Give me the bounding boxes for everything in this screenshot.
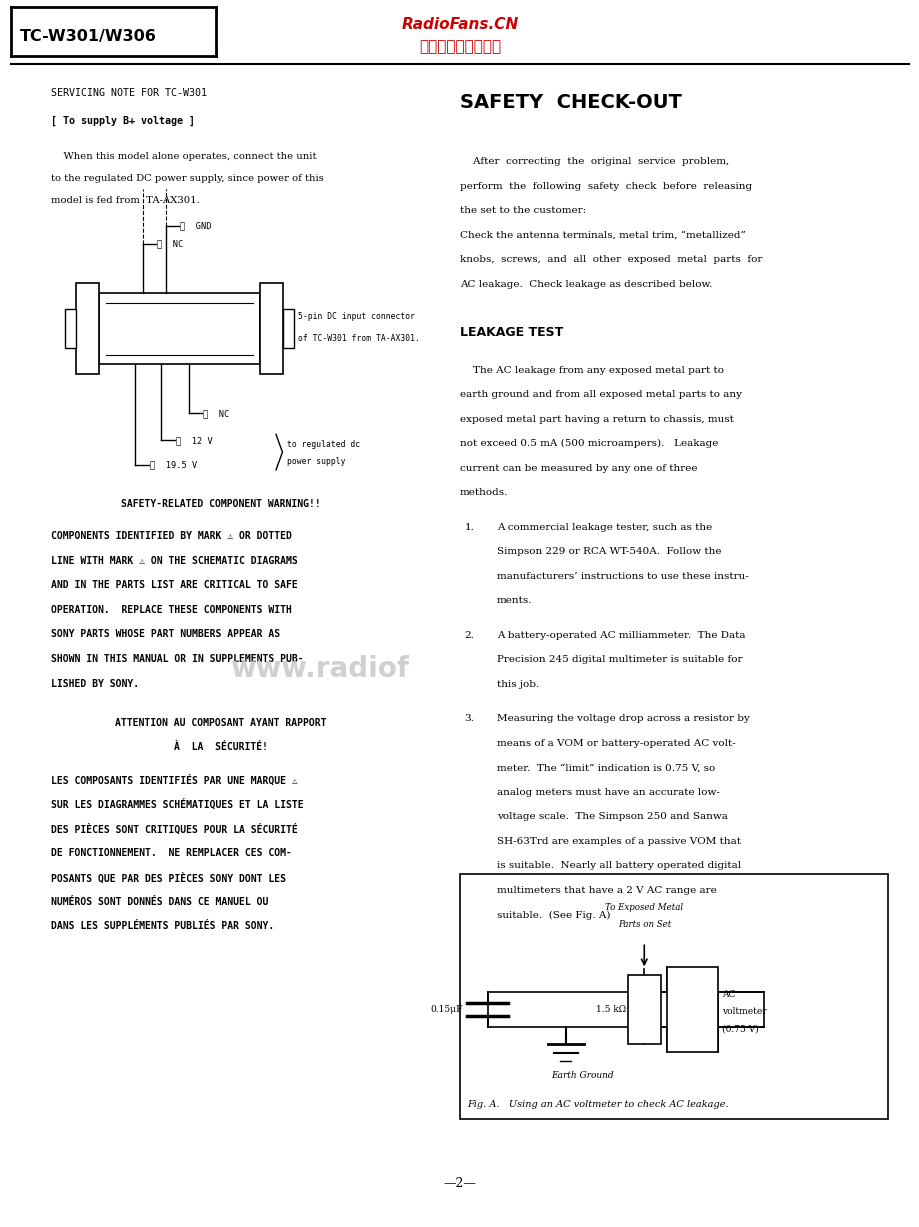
Text: exposed metal part having a return to chassis, must: exposed metal part having a return to ch… (460, 415, 733, 423)
Text: is suitable.  Nearly all battery operated digital: is suitable. Nearly all battery operated… (496, 861, 740, 870)
Text: SHOWN IN THIS MANUAL OR IN SUPPLEMENTS PUB-: SHOWN IN THIS MANUAL OR IN SUPPLEMENTS P… (51, 654, 303, 664)
Text: Earth Ground: Earth Ground (550, 1071, 613, 1080)
Text: meter.  The “limit” indication is 0.75 V, so: meter. The “limit” indication is 0.75 V,… (496, 763, 714, 772)
Text: SUR LES DIAGRAMMES SCHÉMATIQUES ET LA LISTE: SUR LES DIAGRAMMES SCHÉMATIQUES ET LA LI… (51, 799, 303, 810)
Text: Measuring the voltage drop across a resistor by: Measuring the voltage drop across a resi… (496, 714, 749, 723)
Text: model is fed from  TA-AX301.: model is fed from TA-AX301. (51, 196, 199, 205)
Text: Check the antenna terminals, metal trim, “metallized”: Check the antenna terminals, metal trim,… (460, 231, 745, 239)
Text: SH-63Trd are examples of a passive VOM that: SH-63Trd are examples of a passive VOM t… (496, 837, 740, 845)
Bar (99, 293, 260, 364)
Text: Fig. A.   Using an AC voltmeter to check AC leakage.: Fig. A. Using an AC voltmeter to check A… (467, 1101, 728, 1109)
Text: To Exposed Metal: To Exposed Metal (605, 903, 683, 912)
Text: Precision 245 digital multimeter is suitable for: Precision 245 digital multimeter is suit… (496, 655, 742, 664)
Text: (0.75 V): (0.75 V) (721, 1025, 758, 1033)
Text: LINE WITH MARK ⚠ ON THE SCHEMATIC DIAGRAMS: LINE WITH MARK ⚠ ON THE SCHEMATIC DIAGRA… (51, 556, 297, 566)
Text: —2—: —2— (443, 1177, 476, 1190)
Text: 1.: 1. (464, 523, 474, 531)
Text: When this model alone operates, connect the unit: When this model alone operates, connect … (51, 152, 316, 161)
Text: 0.15μF: 0.15μF (430, 1005, 462, 1014)
Text: ④  12 V: ④ 12 V (176, 436, 212, 445)
Text: TC-W301/W306: TC-W301/W306 (20, 29, 157, 44)
Text: power supply: power supply (287, 458, 346, 466)
Text: not exceed 0.5 mA (500 microampers).   Leakage: not exceed 0.5 mA (500 microampers). Lea… (460, 439, 718, 448)
Text: OPERATION.  REPLACE THESE COMPONENTS WITH: OPERATION. REPLACE THESE COMPONENTS WITH (51, 605, 291, 615)
Text: POSANTS QUE PAR DES PIÈCES SONY DONT LES: POSANTS QUE PAR DES PIÈCES SONY DONT LES (51, 872, 285, 883)
Text: 收音机爱好者资料库: 收音机爱好者资料库 (418, 39, 501, 54)
Text: earth ground and from all exposed metal parts to any: earth ground and from all exposed metal … (460, 390, 742, 399)
Text: voltage scale.  The Simpson 250 and Sanwa: voltage scale. The Simpson 250 and Sanwa (496, 812, 727, 821)
Text: ⑥  19.5 V: ⑥ 19.5 V (150, 460, 197, 470)
Text: www.radiof: www.radiof (230, 655, 409, 682)
Text: LISHED BY SONY.: LISHED BY SONY. (51, 679, 139, 688)
Text: COMPONENTS IDENTIFIED BY MARK ⚠ OR DOTTED: COMPONENTS IDENTIFIED BY MARK ⚠ OR DOTTE… (51, 531, 291, 541)
Text: ①  NC: ① NC (203, 409, 230, 418)
Text: knobs,  screws,  and  all  other  exposed  metal  parts  for: knobs, screws, and all other exposed met… (460, 255, 762, 264)
Text: A commercial leakage tester, such as the: A commercial leakage tester, such as the (496, 523, 711, 531)
Text: means of a VOM or battery-operated AC volt-: means of a VOM or battery-operated AC vo… (496, 739, 735, 747)
Text: this job.: this job. (496, 680, 539, 688)
Text: [ To supply B+ voltage ]: [ To supply B+ voltage ] (51, 115, 195, 125)
Text: current can be measured by any one of three: current can be measured by any one of th… (460, 464, 697, 472)
Text: ⑤  GND: ⑤ GND (180, 221, 211, 231)
Text: After  correcting  the  original  service  problem,: After correcting the original service pr… (460, 157, 729, 166)
Text: SAFETY  CHECK-OUT: SAFETY CHECK-OUT (460, 93, 681, 112)
Text: AC: AC (721, 990, 735, 999)
Text: to regulated dc: to regulated dc (287, 440, 359, 449)
Text: 1.5 kΩ: 1.5 kΩ (596, 1005, 625, 1014)
Text: LES COMPOSANTS IDENTIFIÉS PAR UNE MARQUE ⚠: LES COMPOSANTS IDENTIFIÉS PAR UNE MARQUE… (51, 774, 297, 785)
Text: RadioFans.CN: RadioFans.CN (401, 17, 518, 32)
Text: A battery-operated AC milliammeter.  The Data: A battery-operated AC milliammeter. The … (496, 631, 744, 639)
Text: SONY PARTS WHOSE PART NUMBERS APPEAR AS: SONY PARTS WHOSE PART NUMBERS APPEAR AS (51, 629, 279, 639)
Text: DE FONCTIONNEMENT.  NE REMPLACER CES COM-: DE FONCTIONNEMENT. NE REMPLACER CES COM- (51, 848, 291, 858)
Text: ments.: ments. (496, 596, 532, 605)
Text: 5-pin DC input connector: 5-pin DC input connector (298, 312, 414, 321)
Bar (283, 309, 294, 348)
Text: NUMÉROS SONT DONNÉS DANS CE MANUEL OU: NUMÉROS SONT DONNÉS DANS CE MANUEL OU (51, 897, 267, 907)
Text: SERVICING NOTE FOR TC-W301: SERVICING NOTE FOR TC-W301 (51, 88, 207, 98)
Text: ATTENTION AU COMPOSANT AYANT RAPPORT: ATTENTION AU COMPOSANT AYANT RAPPORT (115, 718, 326, 728)
Bar (460, 874, 887, 1119)
Text: DES PIÈCES SONT CRITIQUES POUR LA SÉCURITÉ: DES PIÈCES SONT CRITIQUES POUR LA SÉCURI… (51, 823, 297, 834)
Text: to the regulated DC power supply, since power of this: to the regulated DC power supply, since … (51, 174, 323, 183)
Text: multimeters that have a 2 V AC range are: multimeters that have a 2 V AC range are (496, 886, 716, 894)
Bar (65, 309, 76, 348)
Text: The AC leakage from any exposed metal part to: The AC leakage from any exposed metal pa… (460, 366, 723, 374)
Text: Parts on Set: Parts on Set (617, 920, 670, 929)
Text: the set to the customer:: the set to the customer: (460, 206, 585, 215)
Text: methods.: methods. (460, 488, 508, 497)
Text: À  LA  SÉCURITÉ!: À LA SÉCURITÉ! (174, 742, 267, 752)
Text: voltmeter: voltmeter (721, 1007, 766, 1016)
Text: perform  the  following  safety  check  before  releasing: perform the following safety check befor… (460, 182, 752, 190)
Bar (666, 967, 717, 1053)
Text: Simpson 229 or RCA WT-540A.  Follow the: Simpson 229 or RCA WT-540A. Follow the (496, 547, 720, 556)
Text: manufacturers’ instructions to use these instru-: manufacturers’ instructions to use these… (496, 572, 748, 580)
Bar (259, 283, 283, 374)
Text: 3.: 3. (464, 714, 474, 723)
Text: analog meters must have an accurate low-: analog meters must have an accurate low- (496, 788, 719, 796)
Text: ③  NC: ③ NC (157, 239, 184, 249)
Bar (627, 975, 660, 1044)
Text: of TC-W301 from TA-AX301.: of TC-W301 from TA-AX301. (298, 334, 419, 344)
Text: suitable.  (See Fig. A): suitable. (See Fig. A) (496, 910, 609, 919)
Text: DANS LES SUPPLÉMENTS PUBLIÉS PAR SONY.: DANS LES SUPPLÉMENTS PUBLIÉS PAR SONY. (51, 921, 274, 931)
Text: AC leakage.  Check leakage as described below.: AC leakage. Check leakage as described b… (460, 280, 711, 288)
Text: AND IN THE PARTS LIST ARE CRITICAL TO SAFE: AND IN THE PARTS LIST ARE CRITICAL TO SA… (51, 580, 297, 590)
Text: SAFETY-RELATED COMPONENT WARNING!!: SAFETY-RELATED COMPONENT WARNING!! (120, 499, 321, 509)
Bar (76, 283, 99, 374)
Text: LEAKAGE TEST: LEAKAGE TEST (460, 326, 562, 340)
Text: 2.: 2. (464, 631, 474, 639)
